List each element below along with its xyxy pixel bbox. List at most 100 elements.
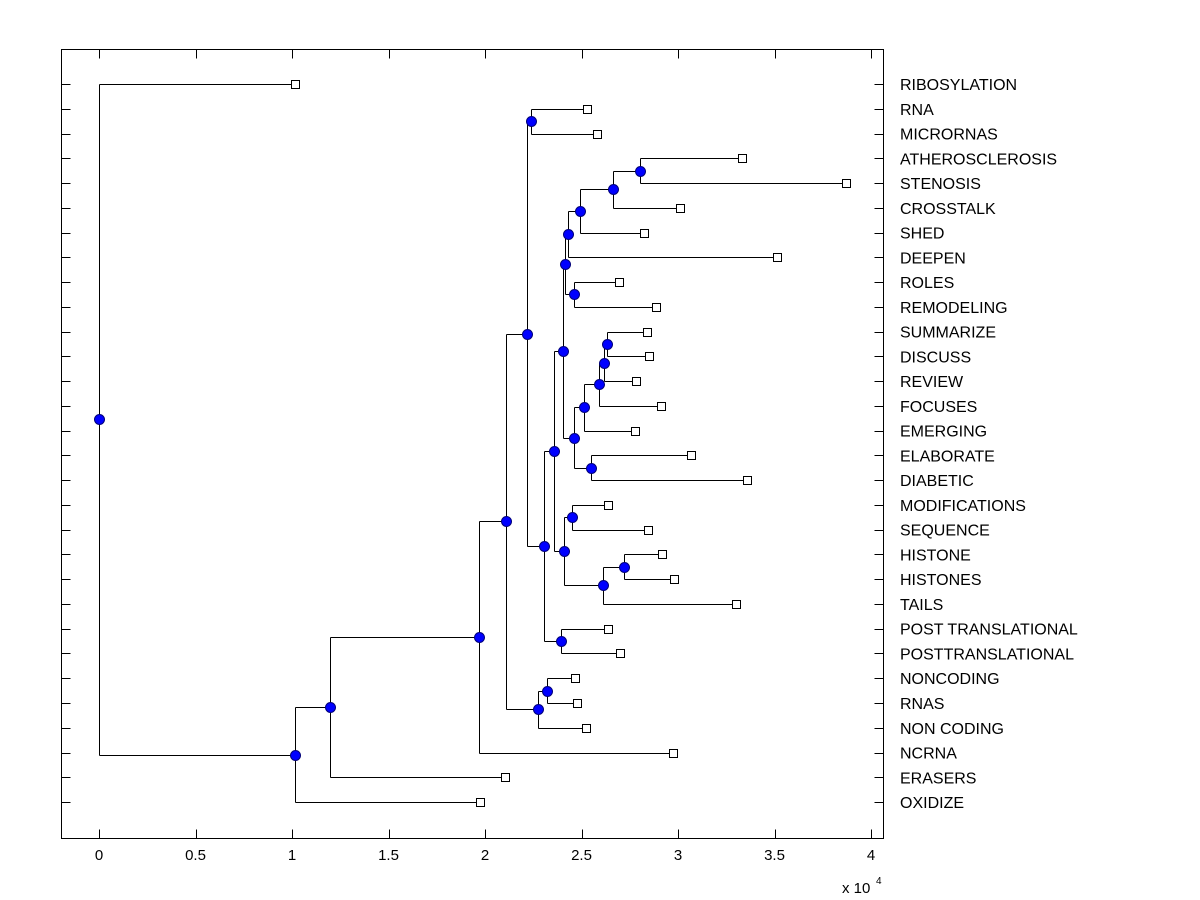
leaf-label: OXIDIZE [900,795,964,812]
leaf-label: ERASERS [900,770,976,787]
leaf-label: RIBOSYLATION [900,77,1017,94]
leaf-marker-micrornas [593,130,602,139]
internal-node-n_RR [569,289,580,300]
internal-node-n_I [539,541,550,552]
leaf-label: POST TRANSLATIONAL [900,622,1078,639]
internal-node-n_ASCS [575,206,586,217]
internal-node-n_NRN [533,704,544,715]
internal-node-n_G1 [560,259,571,270]
leaf-marker-review [632,377,641,386]
x-axis-tick-labels: 0 0.5 1 1.5 2 2.5 3 3.5 4 [95,847,875,864]
leaf-marker-histone [658,550,667,559]
leaf-label: FOCUSES [900,399,977,416]
leaf-label: MODIFICATIONS [900,498,1026,515]
x-tick-label: 1 [288,847,296,864]
leaf-label: NON CODING [900,721,1004,738]
x-tick-label: 3 [674,847,682,864]
internal-node-root [94,414,105,425]
leaf-marker-erasers [501,773,510,782]
internal-node-n_ASC [608,184,619,195]
plot-area-frame [61,49,884,839]
leaf-marker-stenosis [842,179,851,188]
leaf-marker-ncrna [669,749,678,758]
leaf-label: RNAS [900,696,944,713]
internal-node-n_SDRF [594,379,605,390]
leaf-label: HISTONES [900,572,982,589]
x-tick-label: 3.5 [764,847,785,864]
internal-node-n_HH [619,562,630,573]
internal-node-n_M [290,750,301,761]
leaf-label: REVIEW [900,374,964,391]
leaf-label: DISCUSS [900,349,971,366]
internal-node-n_ED [586,463,597,474]
internal-node-n_J [501,516,512,527]
internal-node-n_G [558,346,569,357]
leaf-marker-focuses [657,402,666,411]
leaf-label: HISTONE [900,547,971,564]
leaf-markers [291,80,851,807]
leaf-marker-shed [640,229,649,238]
x-scale-multiplier: x 10 [842,880,870,897]
internal-node-n_ASCSD [563,229,574,240]
leaf-label: CROSSTALK [900,201,996,218]
x-axis-scale-label: x 10 4 [842,876,882,897]
internal-node-n_SDR [599,358,610,369]
leaf-marker-tails [732,600,741,609]
leaf-label: STENOSIS [900,176,981,193]
leaf-marker-rna [583,105,592,114]
leaf-marker-roles [615,278,624,287]
x-tick-label: 0 [95,847,103,864]
leaf-marker-posttranslational [616,649,625,658]
x-tick-label: 0.5 [185,847,206,864]
x-tick-label: 2 [481,847,489,864]
internal-node-n_SD [602,339,613,350]
internal-node-n_TOP [522,329,533,340]
x-tick-label: 4 [867,847,875,864]
leaf-marker-atherosclerosis [738,154,747,163]
leaf-label: DIABETIC [900,473,974,490]
internal-node-n_K [474,632,485,643]
leaf-marker-rnas [573,699,582,708]
internal-node-n_HHT [598,580,609,591]
leaf-labels: RIBOSYLATION RNA MICRORNAS ATHEROSCLEROSIS S… [900,77,1078,812]
leaf-label: NCRNA [900,746,957,763]
leaf-marker-non_coding [582,724,591,733]
leaf-label: ATHEROSCLEROSIS [900,151,1057,168]
internal-node-n_AS [635,166,646,177]
internal-node-markers [94,116,646,761]
leaf-marker-emerging [631,427,640,436]
leaf-label: NONCODING [900,671,1000,688]
internal-node-n_H [549,446,560,457]
x-scale-exponent: 4 [876,876,882,887]
leaf-marker-oxidize [476,798,485,807]
leaf-marker-crosstalk [676,204,685,213]
leaf-marker-diabetic [743,476,752,485]
leaf-label: RNA [900,102,934,119]
leaf-label: SUMMARIZE [900,325,996,342]
internal-node-n_RM [526,116,537,127]
leaf-label: DEEPEN [900,250,966,267]
internal-node-n_SDRFE [579,402,590,413]
leaf-marker-summarize [643,328,652,337]
internal-node-n_L [325,702,336,713]
internal-node-n_G2 [569,433,580,444]
internal-node-n_MS [567,512,578,523]
leaf-label: SEQUENCE [900,523,990,540]
leaf-marker-remodeling [652,303,661,312]
leaf-label: MICRORNAS [900,127,998,144]
internal-node-n_NR [542,686,553,697]
leaf-marker-post_translational [604,625,613,634]
leaf-marker-elaborate [687,451,696,460]
leaf-marker-discuss [645,352,654,361]
leaf-label: TAILS [900,597,943,614]
leaf-label: ELABORATE [900,448,995,465]
internal-node-n_PT [556,636,567,647]
leaf-label: EMERGING [900,424,987,441]
leaf-marker-noncoding [571,674,580,683]
axis-ticks [61,49,884,839]
leaf-marker-modifications [604,501,613,510]
leaf-label: SHED [900,226,944,243]
leaf-label: POSTTRANSLATIONAL [900,646,1074,663]
leaf-label: REMODELING [900,300,1008,317]
